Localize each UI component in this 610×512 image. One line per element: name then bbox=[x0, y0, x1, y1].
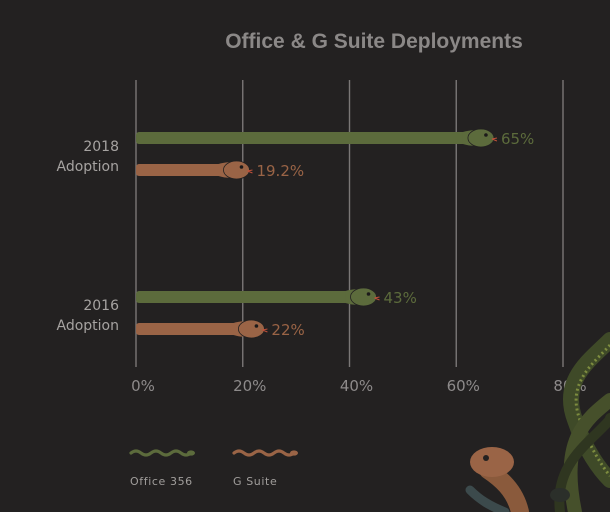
value-label: 43% bbox=[384, 289, 417, 307]
category-label: 2018 bbox=[83, 139, 119, 155]
bar bbox=[136, 287, 380, 307]
legend-label: Office 356 bbox=[130, 475, 193, 488]
value-label: 65% bbox=[501, 130, 534, 148]
category-label: 2016 bbox=[83, 298, 119, 314]
legend-swatch bbox=[129, 449, 193, 457]
bar bbox=[136, 128, 498, 148]
x-tick-label: 0% bbox=[131, 377, 155, 395]
x-axis-ticks: 0% 20% 40% 60% 80% bbox=[131, 377, 587, 395]
bar bbox=[136, 160, 253, 180]
legend-swatch bbox=[232, 449, 296, 457]
chart-title: Office & G Suite Deployments bbox=[225, 30, 523, 53]
legend-label: G Suite bbox=[233, 475, 277, 488]
bars: 65% 43% 19.2% 22% bbox=[136, 128, 534, 339]
legend: Office 356 G Suite bbox=[129, 449, 298, 488]
value-label: 22% bbox=[271, 321, 304, 339]
category-labels: 2018 Adoption 2016 Adoption bbox=[57, 139, 120, 334]
x-tick-label: 60% bbox=[447, 377, 480, 395]
x-tick-label: 40% bbox=[340, 377, 373, 395]
category-label: Adoption bbox=[57, 159, 120, 175]
value-label: 19.2% bbox=[256, 162, 304, 180]
legend-item: Office 356 bbox=[129, 449, 195, 488]
x-tick-label: 20% bbox=[233, 377, 266, 395]
legend-item: G Suite bbox=[232, 449, 298, 488]
gridlines bbox=[135, 80, 564, 367]
snake-illustration bbox=[465, 332, 610, 512]
bar bbox=[136, 319, 268, 339]
category-label: Adoption bbox=[57, 318, 120, 334]
